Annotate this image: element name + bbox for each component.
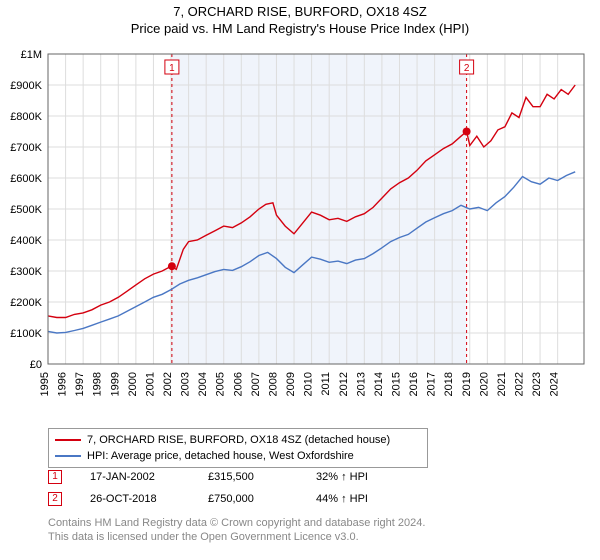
svg-text:2013: 2013 (355, 372, 367, 396)
sale-price: £750,000 (208, 493, 288, 505)
svg-text:2018: 2018 (443, 372, 455, 396)
sale-date: 17-JAN-2002 (90, 471, 180, 483)
svg-text:2019: 2019 (461, 372, 473, 396)
legend-swatch (55, 455, 81, 457)
line-chart-svg: £0 £100K £200K £300K £400K £500K £600K £700K £80… (0, 46, 600, 426)
svg-text:2022: 2022 (513, 372, 525, 396)
svg-text:2010: 2010 (303, 372, 315, 396)
sale-date: 26-OCT-2018 (90, 493, 180, 505)
svg-text:£800K: £800K (10, 111, 42, 123)
title-subtitle: Price paid vs. HM Land Registry's House … (0, 21, 600, 36)
svg-text:1999: 1999 (109, 372, 121, 396)
svg-text:2011: 2011 (320, 372, 332, 396)
svg-text:£600K: £600K (10, 173, 42, 185)
sale-row: 1 17-JAN-2002 £315,500 32% ↑ HPI (48, 466, 558, 488)
svg-text:2002: 2002 (162, 372, 174, 396)
svg-text:£200K: £200K (10, 297, 42, 309)
title-block: 7, ORCHARD RISE, BURFORD, OX18 4SZ Price… (0, 0, 600, 36)
sale-pct-vs-hpi: 32% ↑ HPI (316, 471, 396, 483)
svg-text:2015: 2015 (390, 372, 402, 396)
footer-attribution: Contains HM Land Registry data © Crown c… (48, 516, 568, 544)
svg-text:£300K: £300K (10, 266, 42, 278)
svg-text:2021: 2021 (496, 372, 508, 396)
svg-text:2007: 2007 (250, 372, 262, 396)
svg-text:2023: 2023 (531, 372, 543, 396)
legend-row: HPI: Average price, detached house, West… (55, 448, 421, 464)
svg-text:1: 1 (169, 63, 175, 74)
legend-label: 7, ORCHARD RISE, BURFORD, OX18 4SZ (deta… (87, 433, 390, 448)
svg-text:2005: 2005 (215, 372, 227, 396)
footer-line: Contains HM Land Registry data © Crown c… (48, 516, 568, 530)
svg-text:2020: 2020 (478, 372, 490, 396)
svg-text:£900K: £900K (10, 80, 42, 92)
svg-text:2008: 2008 (267, 372, 279, 396)
svg-text:2003: 2003 (180, 372, 192, 396)
svg-text:£500K: £500K (10, 204, 42, 216)
chart-area: £0 £100K £200K £300K £400K £500K £600K £700K £80… (0, 46, 600, 426)
title-address: 7, ORCHARD RISE, BURFORD, OX18 4SZ (0, 4, 600, 19)
svg-text:2009: 2009 (285, 372, 297, 396)
svg-text:1996: 1996 (57, 372, 69, 396)
svg-text:2014: 2014 (373, 372, 385, 396)
svg-text:2004: 2004 (197, 372, 209, 396)
sale-marker-badge: 1 (48, 470, 62, 484)
chart-container: 7, ORCHARD RISE, BURFORD, OX18 4SZ Price… (0, 0, 600, 560)
legend-row: 7, ORCHARD RISE, BURFORD, OX18 4SZ (deta… (55, 432, 421, 448)
svg-text:2001: 2001 (144, 372, 156, 396)
svg-text:2006: 2006 (232, 372, 244, 396)
footer-line: This data is licensed under the Open Gov… (48, 530, 568, 544)
svg-text:2: 2 (464, 63, 470, 74)
sale-marker-badge: 2 (48, 492, 62, 506)
svg-text:1998: 1998 (92, 372, 104, 396)
sale-price: £315,500 (208, 471, 288, 483)
svg-text:£400K: £400K (10, 235, 42, 247)
svg-text:2016: 2016 (408, 372, 420, 396)
legend-swatch (55, 439, 81, 441)
svg-text:2024: 2024 (549, 372, 561, 396)
sales-table: 1 17-JAN-2002 £315,500 32% ↑ HPI 2 26-OC… (48, 466, 558, 510)
sale-pct-vs-hpi: 44% ↑ HPI (316, 493, 396, 505)
svg-text:2000: 2000 (127, 372, 139, 396)
legend-box: 7, ORCHARD RISE, BURFORD, OX18 4SZ (deta… (48, 428, 428, 468)
svg-text:1995: 1995 (39, 372, 51, 396)
svg-text:£1M: £1M (21, 49, 42, 61)
svg-text:1997: 1997 (74, 372, 86, 396)
svg-text:2012: 2012 (338, 372, 350, 396)
svg-text:£100K: £100K (10, 328, 42, 340)
svg-text:£0: £0 (30, 359, 42, 371)
sale-row: 2 26-OCT-2018 £750,000 44% ↑ HPI (48, 488, 558, 510)
svg-text:2017: 2017 (426, 372, 438, 396)
svg-text:£700K: £700K (10, 142, 42, 154)
legend-label: HPI: Average price, detached house, West… (87, 449, 354, 464)
